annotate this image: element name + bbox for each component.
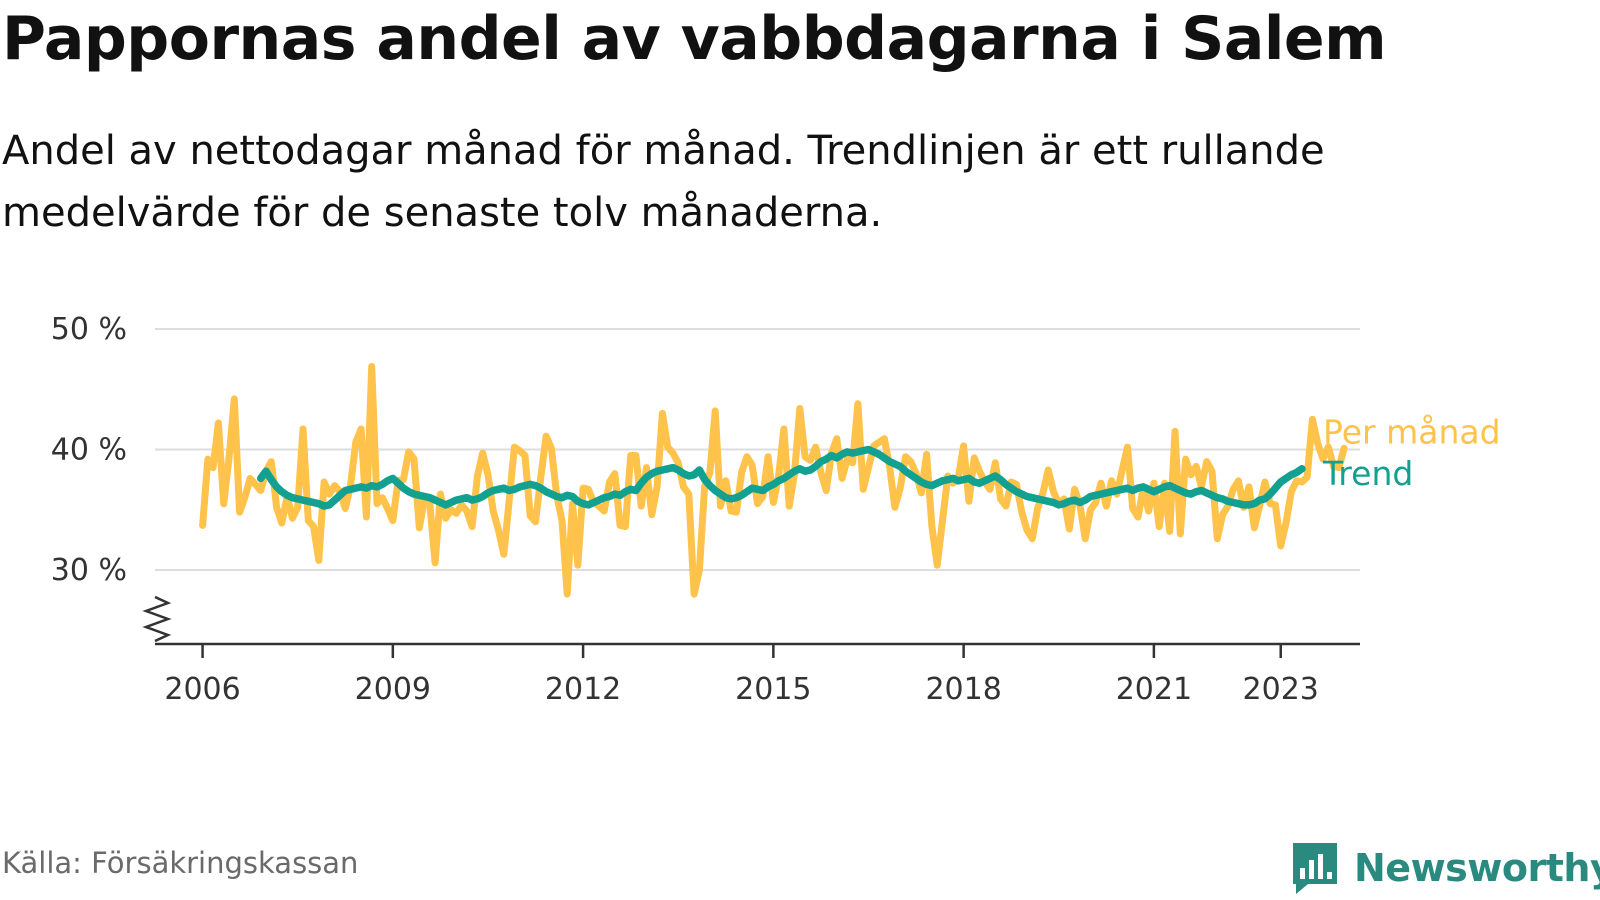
x-tick-label: 2023 [1243,672,1319,707]
x-tick-label: 2006 [164,672,240,707]
brand-logo: Newsworthy [1290,840,1600,896]
brand-name: Newsworthy [1354,846,1600,890]
chart-title: Pappornas andel av vabbdagarna i Salem [2,4,1387,74]
y-tick-label: 50 % [51,312,127,347]
series-lines [199,362,1348,598]
x-tick-label: 2012 [545,672,621,707]
y-tick-label: 40 % [51,433,127,468]
x-tick-label: 2015 [735,672,811,707]
series-label-monthly: Per månad [1323,412,1501,451]
trend-series-line [256,445,1306,510]
x-tick-label: 2021 [1116,672,1192,707]
y-axis-break [142,595,172,643]
series-label-trend: Trend [1322,454,1413,493]
y-tick-label: 30 % [51,553,127,588]
bar-chart-speech-icon [1293,843,1337,894]
source-note: Källa: Försäkringskassan [2,846,359,880]
monthly-series-line [199,362,1348,598]
axes: 30 % 40 % 50 % 2006 2009 2012 2015 2018 2021 2023 [51,312,1360,707]
line-chart: 30 % 40 % 50 % 2006 2009 2012 2015 2018 2021 2023… [51,312,1501,707]
chart-subtitle: Andel av nettodagar månad för månad. Tre… [2,128,1325,236]
x-tick-label: 2009 [355,672,431,707]
x-tick-label: 2018 [925,672,1001,707]
